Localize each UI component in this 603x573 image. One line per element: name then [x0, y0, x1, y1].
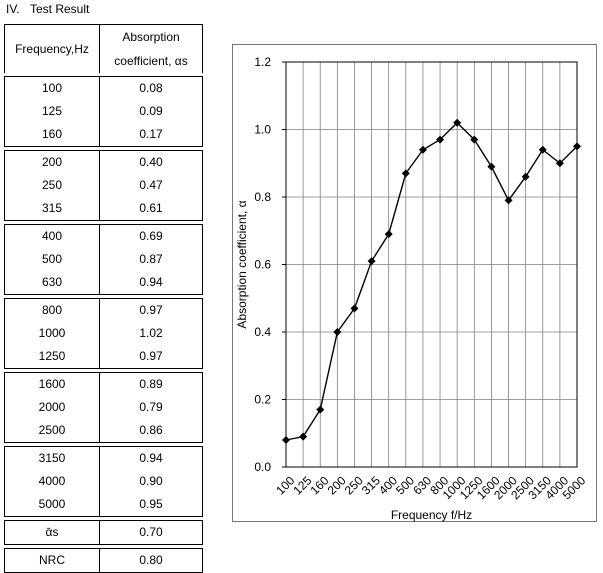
table-row: 3150 0.94 — [4, 446, 203, 470]
frequency-cell: 4000 — [4, 470, 100, 493]
data-point — [282, 436, 290, 444]
absorption-cell: 0.89 — [99, 372, 203, 396]
absorption-cell: 1.02 — [99, 322, 203, 345]
data-point — [470, 135, 479, 144]
absorption-cell: 0.70 — [99, 520, 203, 545]
absorption-cell: 0.90 — [99, 470, 203, 493]
absorption-cell: 0.79 — [99, 396, 203, 419]
absorption-cell: 0.86 — [99, 419, 203, 443]
data-point — [573, 142, 581, 151]
plot-area — [285, 61, 578, 468]
table-row: 2500 0.86 — [4, 419, 203, 443]
absorption-cell: 0.80 — [99, 548, 203, 573]
series-line — [285, 121, 578, 441]
frequency-cell: 800 — [4, 298, 100, 322]
frequency-cell: NRC — [4, 548, 100, 573]
table-row: 250 0.47 — [4, 174, 203, 197]
absorption-header-line1: Absorption — [99, 24, 203, 49]
table-row: 4000 0.90 — [4, 470, 203, 493]
absorption-cell: 0.94 — [99, 446, 203, 470]
data-point — [333, 328, 342, 336]
absorption-chart: 0.00.20.40.60.81.01.21001251602002503154… — [235, 55, 589, 522]
absorption-cell: 0.97 — [99, 345, 203, 369]
y-tick-label: 1.2 — [254, 55, 271, 69]
absorption-cell: 0.09 — [99, 100, 203, 123]
data-point — [299, 432, 308, 441]
table-row: 125 0.09 — [4, 100, 203, 123]
absorption-header-line2: coefficient, αs — [99, 49, 203, 73]
x-axis-label: Frequency f/Hz — [391, 508, 472, 522]
table-row: 800 0.97 — [4, 298, 203, 322]
frequency-cell: 1000 — [4, 322, 100, 345]
data-point — [401, 169, 410, 178]
section-title: Test Result — [30, 2, 90, 16]
frequency-cell: 2000 — [4, 396, 100, 419]
data-point — [418, 145, 427, 154]
y-tick-label: 0.2 — [254, 393, 271, 407]
data-point — [521, 172, 530, 181]
table-row: 100 0.08 — [4, 76, 203, 100]
table-header-row: coefficient, αs — [5, 49, 203, 73]
section-heading: IV. Test Result — [6, 2, 89, 16]
absorption-cell: 0.61 — [99, 197, 203, 221]
table-row: 160 0.17 — [4, 123, 203, 147]
chart-frame — [232, 44, 597, 522]
table-row: 1600 0.89 — [4, 372, 203, 396]
table-header-row: Frequency,Hz Absorption — [4, 24, 203, 73]
absorption-cell: 0.95 — [99, 493, 203, 517]
data-point — [504, 196, 513, 205]
absorption-cell: 0.08 — [99, 76, 203, 100]
frequency-cell: 315 — [4, 197, 100, 221]
table-row: 1000 1.02 — [4, 322, 203, 345]
data-point — [316, 405, 325, 414]
absorption-cell: 0.17 — [99, 123, 203, 147]
absorption-cell: 0.47 — [99, 174, 203, 197]
frequency-cell: 1250 — [4, 345, 100, 369]
absorption-cell: 0.97 — [99, 298, 203, 322]
nrc-row: NRC 0.80 — [4, 548, 203, 573]
y-tick-label: 0.6 — [254, 258, 271, 272]
data-point — [436, 135, 445, 144]
frequency-cell: 500 — [4, 248, 100, 271]
y-tick-label: 1.0 — [254, 123, 271, 137]
data-point — [367, 257, 376, 266]
frequency-cell: 5000 — [4, 493, 100, 517]
absorption-cell: 0.94 — [99, 271, 203, 295]
frequency-cell: 160 — [4, 123, 100, 147]
result-table: Frequency,Hz Absorption coefficient, αs … — [4, 24, 203, 573]
y-tick-label: 0.8 — [254, 190, 271, 204]
data-point — [384, 230, 393, 239]
data-point — [538, 145, 547, 154]
data-point — [350, 304, 359, 313]
table-row: 315 0.61 — [4, 197, 203, 221]
table-row: 400 0.69 — [4, 224, 203, 248]
absorption-cell: 0.87 — [99, 248, 203, 271]
absorption-cell: 0.40 — [99, 150, 203, 174]
data-point — [487, 162, 496, 171]
y-tick-label: 0.4 — [254, 325, 271, 339]
frequency-header: Frequency,Hz — [4, 24, 100, 73]
table-row: 630 0.94 — [4, 271, 203, 295]
frequency-cell: 2500 — [4, 419, 100, 443]
table-row: 500 0.87 — [4, 248, 203, 271]
table-row: 2000 0.79 — [4, 396, 203, 419]
frequency-cell: 1600 — [4, 372, 100, 396]
section-number: IV. — [6, 2, 20, 16]
y-tick-label: 0.0 — [254, 460, 271, 474]
table-row: 200 0.40 — [4, 150, 203, 174]
frequency-cell: 100 — [4, 76, 100, 100]
absorption-cell: 0.69 — [99, 224, 203, 248]
table-row: 1250 0.97 — [4, 345, 203, 369]
data-point — [453, 118, 462, 127]
table-row: 5000 0.95 — [4, 493, 203, 517]
data-point — [555, 159, 564, 168]
frequency-cell: ᾱs — [4, 520, 100, 545]
mean-row: ᾱs 0.70 — [4, 520, 203, 545]
frequency-cell: 250 — [4, 174, 100, 197]
y-axis-label: Absorption coefficient, α — [235, 200, 249, 328]
